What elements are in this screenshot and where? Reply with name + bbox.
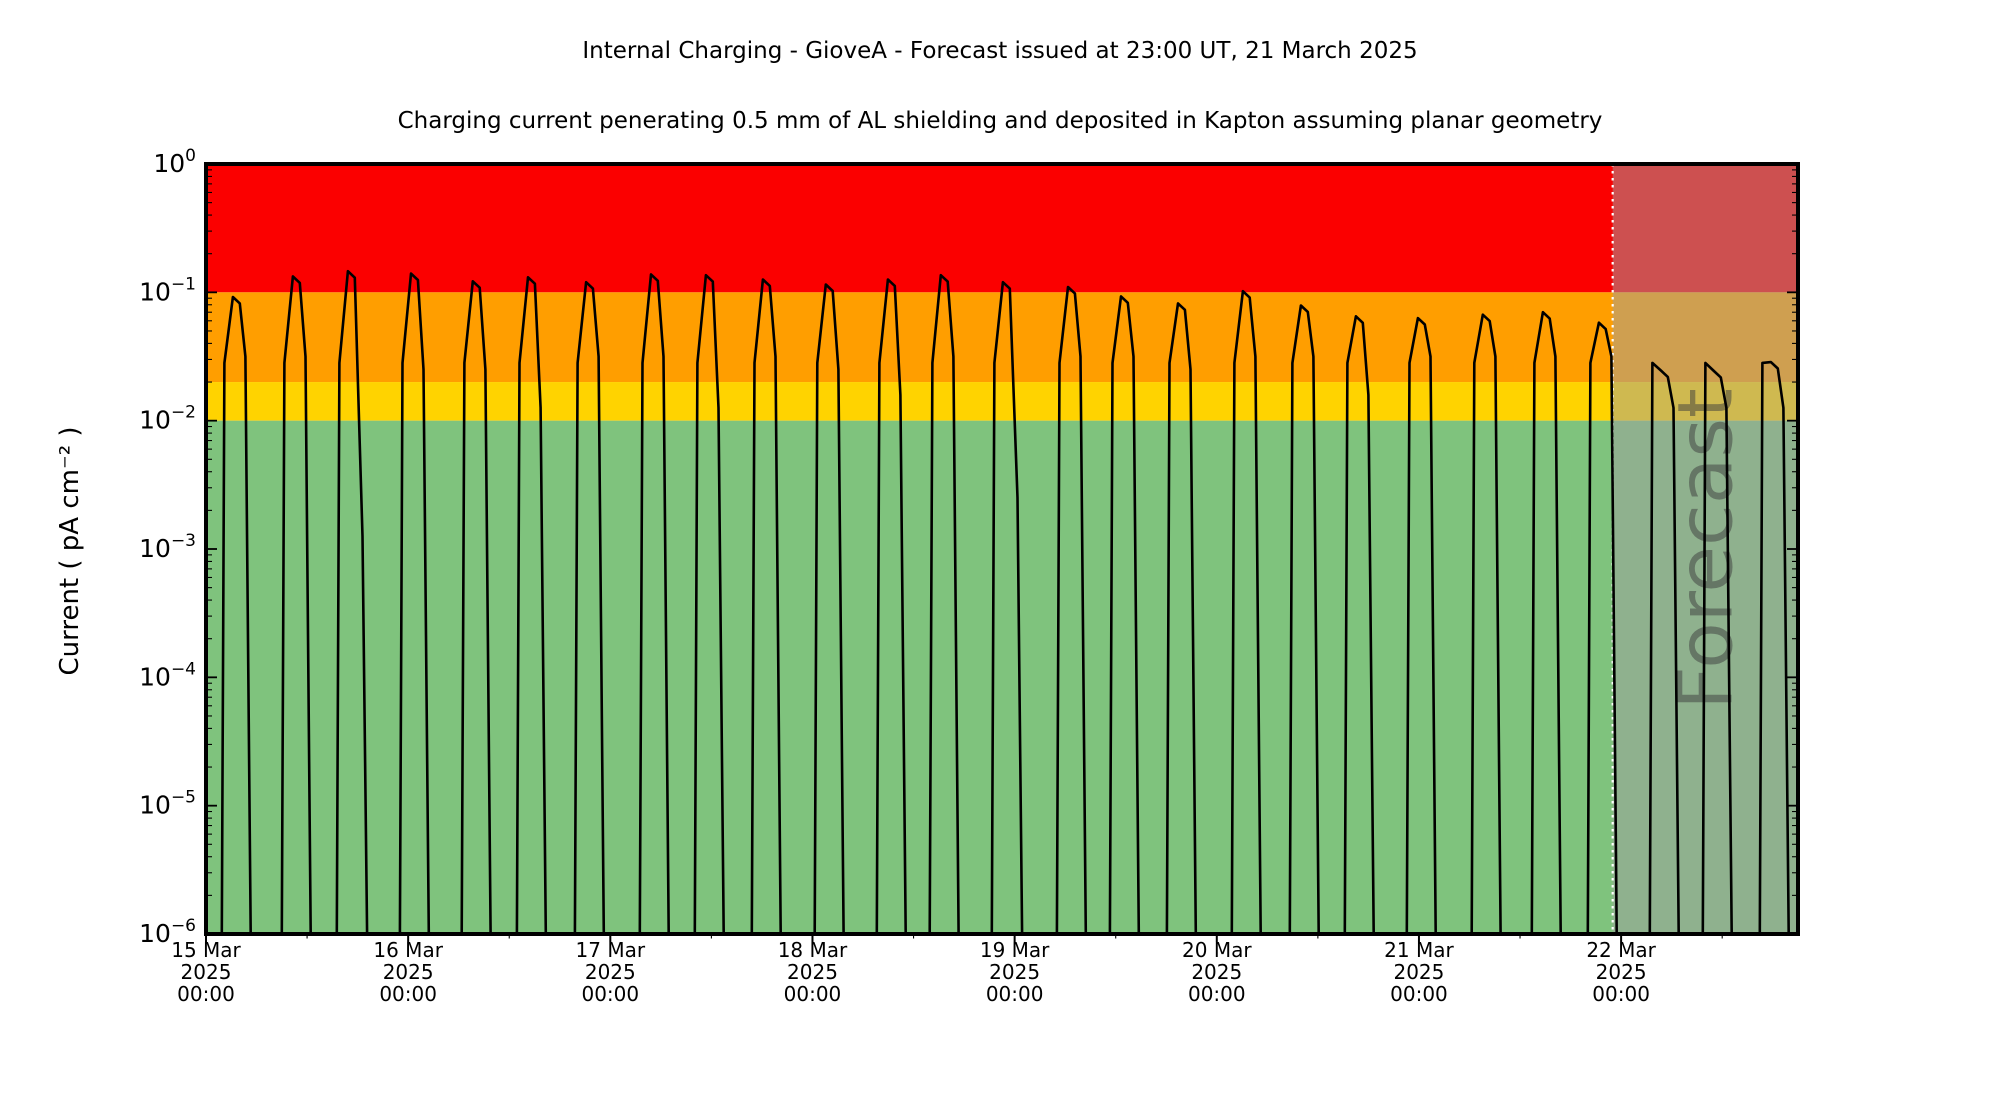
x-tick-label: 16 Mar 2025 00:00 (373, 938, 443, 1006)
risk-band-yellow (206, 382, 1798, 421)
risk-band-orange (206, 292, 1798, 383)
y-tick-label: 10−4 (139, 659, 196, 691)
y-axis-title: Current ( pA cm⁻² ) (55, 426, 85, 676)
chart-title: Internal Charging - GioveA - Forecast is… (582, 38, 1418, 64)
y-tick-label: 10−1 (139, 274, 196, 306)
y-tick-label: 10−2 (139, 403, 196, 435)
y-tick-label: 10−6 (139, 916, 196, 948)
y-tick-label: 100 (153, 146, 196, 178)
chart-subtitle: Charging current penerating 0.5 mm of AL… (397, 108, 1603, 134)
x-tick-label: 18 Mar 2025 00:00 (778, 938, 848, 1006)
x-tick-label: 15 Mar 2025 00:00 (171, 938, 241, 1006)
x-tick-label: 20 Mar 2025 00:00 (1182, 938, 1252, 1006)
y-tick-label: 10−3 (139, 531, 196, 563)
plot-frame (204, 162, 1800, 936)
risk-band-red (206, 164, 1798, 293)
x-tick-label: 21 Mar 2025 00:00 (1384, 938, 1454, 1006)
x-tick-label: 17 Mar 2025 00:00 (576, 938, 646, 1006)
x-tick-label: 19 Mar 2025 00:00 (980, 938, 1050, 1006)
y-tick-label: 10−5 (139, 788, 196, 820)
x-tick-label: 22 Mar 2025 00:00 (1586, 938, 1656, 1006)
current-trace (206, 269, 1798, 936)
